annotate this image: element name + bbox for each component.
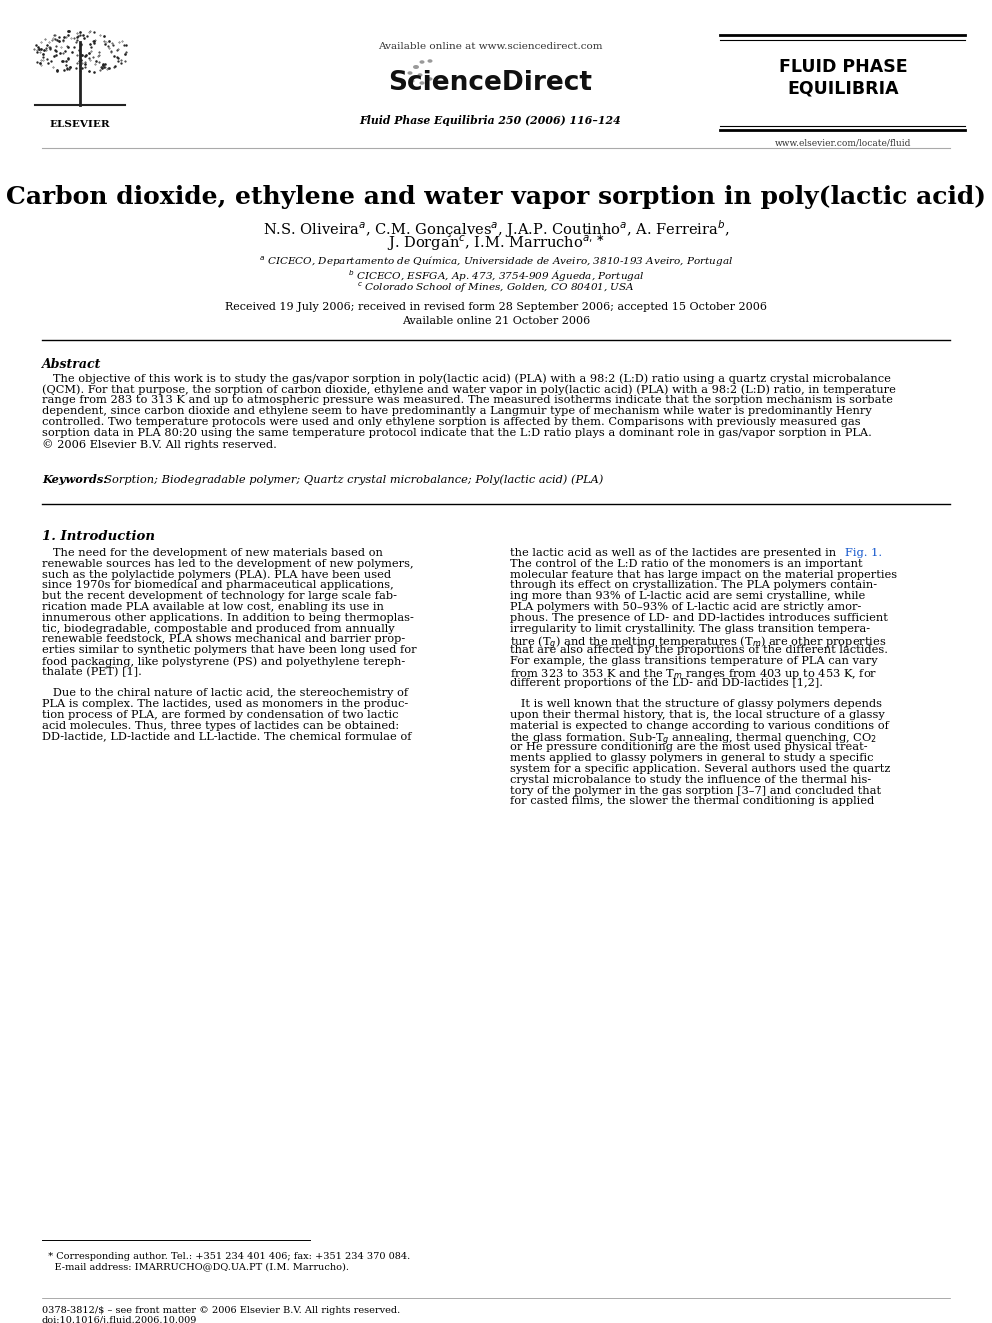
Text: food packaging, like polystyrene (PS) and polyethylene tereph-: food packaging, like polystyrene (PS) an… <box>42 656 406 667</box>
Text: $^{c}$ Colorado School of Mines, Golden, CO 80401, USA: $^{c}$ Colorado School of Mines, Golden,… <box>357 280 635 295</box>
Text: E-mail address: IMARRUCHO@DQ.UA.PT (I.M. Marrucho).: E-mail address: IMARRUCHO@DQ.UA.PT (I.M.… <box>42 1262 349 1271</box>
Text: erties similar to synthetic polymers that have been long used for: erties similar to synthetic polymers tha… <box>42 646 417 655</box>
Ellipse shape <box>428 60 433 62</box>
Text: ing more than 93% of L-lactic acid are semi crystalline, while: ing more than 93% of L-lactic acid are s… <box>510 591 865 601</box>
Text: ture (T$_{g}$) and the melting temperatures (T$_{m}$) are other properties: ture (T$_{g}$) and the melting temperatu… <box>510 635 887 652</box>
Text: © 2006 Elsevier B.V. All rights reserved.: © 2006 Elsevier B.V. All rights reserved… <box>42 439 277 450</box>
Text: The need for the development of new materials based on: The need for the development of new mate… <box>42 548 383 558</box>
Text: Carbon dioxide, ethylene and water vapor sorption in poly(lactic acid): Carbon dioxide, ethylene and water vapor… <box>6 185 986 209</box>
Text: acid molecules. Thus, three types of lactides can be obtained:: acid molecules. Thus, three types of lac… <box>42 721 399 730</box>
Ellipse shape <box>420 61 425 64</box>
Text: tion process of PLA, are formed by condensation of two lactic: tion process of PLA, are formed by conde… <box>42 710 399 720</box>
Text: It is well known that the structure of glassy polymers depends: It is well known that the structure of g… <box>510 699 882 709</box>
Text: Keywords:: Keywords: <box>42 474 107 486</box>
Text: $^{a}$ CICECO, Departamento de Química, Universidade de Aveiro, 3810-193 Aveiro,: $^{a}$ CICECO, Departamento de Química, … <box>259 255 733 270</box>
Text: Due to the chiral nature of lactic acid, the stereochemistry of: Due to the chiral nature of lactic acid,… <box>42 688 408 699</box>
Text: Available online at www.sciencedirect.com: Available online at www.sciencedirect.co… <box>378 42 602 52</box>
Text: that are also affected by the proportions of the different lactides.: that are also affected by the proportion… <box>510 646 888 655</box>
Ellipse shape <box>413 65 419 69</box>
Text: from 323 to 353 K and the T$_{m}$ ranges from 403 up to 453 K, for: from 323 to 353 K and the T$_{m}$ ranges… <box>510 667 877 681</box>
Text: controlled. Two temperature protocols were used and only ethylene sorption is af: controlled. Two temperature protocols we… <box>42 417 861 427</box>
Text: N.S. Oliveira$^{a}$, C.M. Gonçalves$^{a}$, J.A.P. Coutinho$^{a}$, A. Ferreira$^{: N.S. Oliveira$^{a}$, C.M. Gonçalves$^{a}… <box>263 218 729 239</box>
Text: renewable feedstock, PLA shows mechanical and barrier prop-: renewable feedstock, PLA shows mechanica… <box>42 635 406 644</box>
Ellipse shape <box>420 81 425 85</box>
Text: system for a specific application. Several authors used the quartz: system for a specific application. Sever… <box>510 763 891 774</box>
Text: the glass formation. Sub-T$_{g}$ annealing, thermal quenching, CO$_{2}$: the glass formation. Sub-T$_{g}$ anneali… <box>510 732 877 747</box>
Text: material is expected to change according to various conditions of: material is expected to change according… <box>510 721 889 730</box>
Text: Received 19 July 2006; received in revised form 28 September 2006; accepted 15 O: Received 19 July 2006; received in revis… <box>225 302 767 312</box>
Ellipse shape <box>408 71 413 75</box>
Text: through its effect on crystallization. The PLA polymers contain-: through its effect on crystallization. T… <box>510 581 877 590</box>
Text: sorption data in PLA 80:20 using the same temperature protocol indicate that the: sorption data in PLA 80:20 using the sam… <box>42 429 872 438</box>
Text: Abstract: Abstract <box>42 359 101 370</box>
Text: irregularity to limit crystallinity. The glass transition tempera-: irregularity to limit crystallinity. The… <box>510 623 870 634</box>
Text: different proportions of the LD- and DD-lactides [1,2].: different proportions of the LD- and DD-… <box>510 677 823 688</box>
Text: for casted films, the slower the thermal conditioning is applied: for casted films, the slower the thermal… <box>510 796 874 807</box>
Text: innumerous other applications. In addition to being thermoplas-: innumerous other applications. In additi… <box>42 613 414 623</box>
Text: Sorption; Biodegradable polymer; Quartz crystal microbalance; Poly(lactic acid) : Sorption; Biodegradable polymer; Quartz … <box>97 474 603 484</box>
Text: FLUID PHASE
EQUILIBRIA: FLUID PHASE EQUILIBRIA <box>779 58 908 98</box>
Text: dependent, since carbon dioxide and ethylene seem to have predominantly a Langmu: dependent, since carbon dioxide and ethy… <box>42 406 872 415</box>
Text: such as the polylactide polymers (PLA). PLA have been used: such as the polylactide polymers (PLA). … <box>42 570 391 581</box>
Text: molecular feature that has large impact on the material properties: molecular feature that has large impact … <box>510 570 897 579</box>
Text: thalate (PET) [1].: thalate (PET) [1]. <box>42 667 142 677</box>
Text: J. Dorgan$^{c}$, I.M. Marrucho$^{a,\ast}$: J. Dorgan$^{c}$, I.M. Marrucho$^{a,\ast}… <box>387 233 605 253</box>
Text: The control of the L:D ratio of the monomers is an important: The control of the L:D ratio of the mono… <box>510 558 863 569</box>
Text: since 1970s for biomedical and pharmaceutical applications,: since 1970s for biomedical and pharmaceu… <box>42 581 394 590</box>
Text: rication made PLA available at low cost, enabling its use in: rication made PLA available at low cost,… <box>42 602 384 613</box>
Ellipse shape <box>418 73 423 77</box>
Text: but the recent development of technology for large scale fab-: but the recent development of technology… <box>42 591 397 601</box>
Text: phous. The presence of LD- and DD-lactides introduces sufficient: phous. The presence of LD- and DD-lactid… <box>510 613 888 623</box>
Text: The objective of this work is to study the gas/vapor sorption in poly(lactic aci: The objective of this work is to study t… <box>42 373 891 384</box>
Text: crystal microbalance to study the influence of the thermal his-: crystal microbalance to study the influe… <box>510 775 871 785</box>
Text: Fig. 1.: Fig. 1. <box>845 548 882 558</box>
Text: ELSEVIER: ELSEVIER <box>50 120 110 130</box>
Text: PLA polymers with 50–93% of L-lactic acid are strictly amor-: PLA polymers with 50–93% of L-lactic aci… <box>510 602 861 613</box>
Text: renewable sources has led to the development of new polymers,: renewable sources has led to the develop… <box>42 558 414 569</box>
Text: doi:10.1016/j.fluid.2006.10.009: doi:10.1016/j.fluid.2006.10.009 <box>42 1316 197 1323</box>
Text: Available online 21 October 2006: Available online 21 October 2006 <box>402 316 590 325</box>
Text: ScienceDirect: ScienceDirect <box>388 70 592 97</box>
Text: www.elsevier.com/locate/fluid: www.elsevier.com/locate/fluid <box>775 138 912 147</box>
Text: DD-lactide, LD-lactide and LL-lactide. The chemical formulae of: DD-lactide, LD-lactide and LL-lactide. T… <box>42 732 412 742</box>
Text: Fluid Phase Equilibria 250 (2006) 116–124: Fluid Phase Equilibria 250 (2006) 116–12… <box>359 115 621 126</box>
Text: tory of the polymer in the gas sorption [3–7] and concluded that: tory of the polymer in the gas sorption … <box>510 786 881 795</box>
Ellipse shape <box>410 79 415 83</box>
Text: ments applied to glassy polymers in general to study a specific: ments applied to glassy polymers in gene… <box>510 753 874 763</box>
Text: the lactic acid as well as of the lactides are presented in: the lactic acid as well as of the lactid… <box>510 548 840 558</box>
Text: upon their thermal history, that is, the local structure of a glassy: upon their thermal history, that is, the… <box>510 710 885 720</box>
Text: or He pressure conditioning are the most used physical treat-: or He pressure conditioning are the most… <box>510 742 868 753</box>
Text: 1. Introduction: 1. Introduction <box>42 531 155 542</box>
Text: PLA is complex. The lactides, used as monomers in the produc-: PLA is complex. The lactides, used as mo… <box>42 699 409 709</box>
Text: 0378-3812/$ – see front matter © 2006 Elsevier B.V. All rights reserved.: 0378-3812/$ – see front matter © 2006 El… <box>42 1306 400 1315</box>
Text: tic, biodegradable, compostable and produced from annually: tic, biodegradable, compostable and prod… <box>42 623 395 634</box>
Ellipse shape <box>428 77 433 81</box>
Text: range from 283 to 313 K and up to atmospheric pressure was measured. The measure: range from 283 to 313 K and up to atmosp… <box>42 396 893 405</box>
Text: (QCM). For that purpose, the sorption of carbon dioxide, ethylene and water vapo: (QCM). For that purpose, the sorption of… <box>42 384 896 394</box>
Text: $^{b}$ CICECO, ESFGA, Ap. 473, 3754-909 Águeda, Portugal: $^{b}$ CICECO, ESFGA, Ap. 473, 3754-909 … <box>348 269 644 284</box>
Text: For example, the glass transitions temperature of PLA can vary: For example, the glass transitions tempe… <box>510 656 878 665</box>
Text: * Corresponding author. Tel.: +351 234 401 406; fax: +351 234 370 084.: * Corresponding author. Tel.: +351 234 4… <box>42 1252 411 1261</box>
